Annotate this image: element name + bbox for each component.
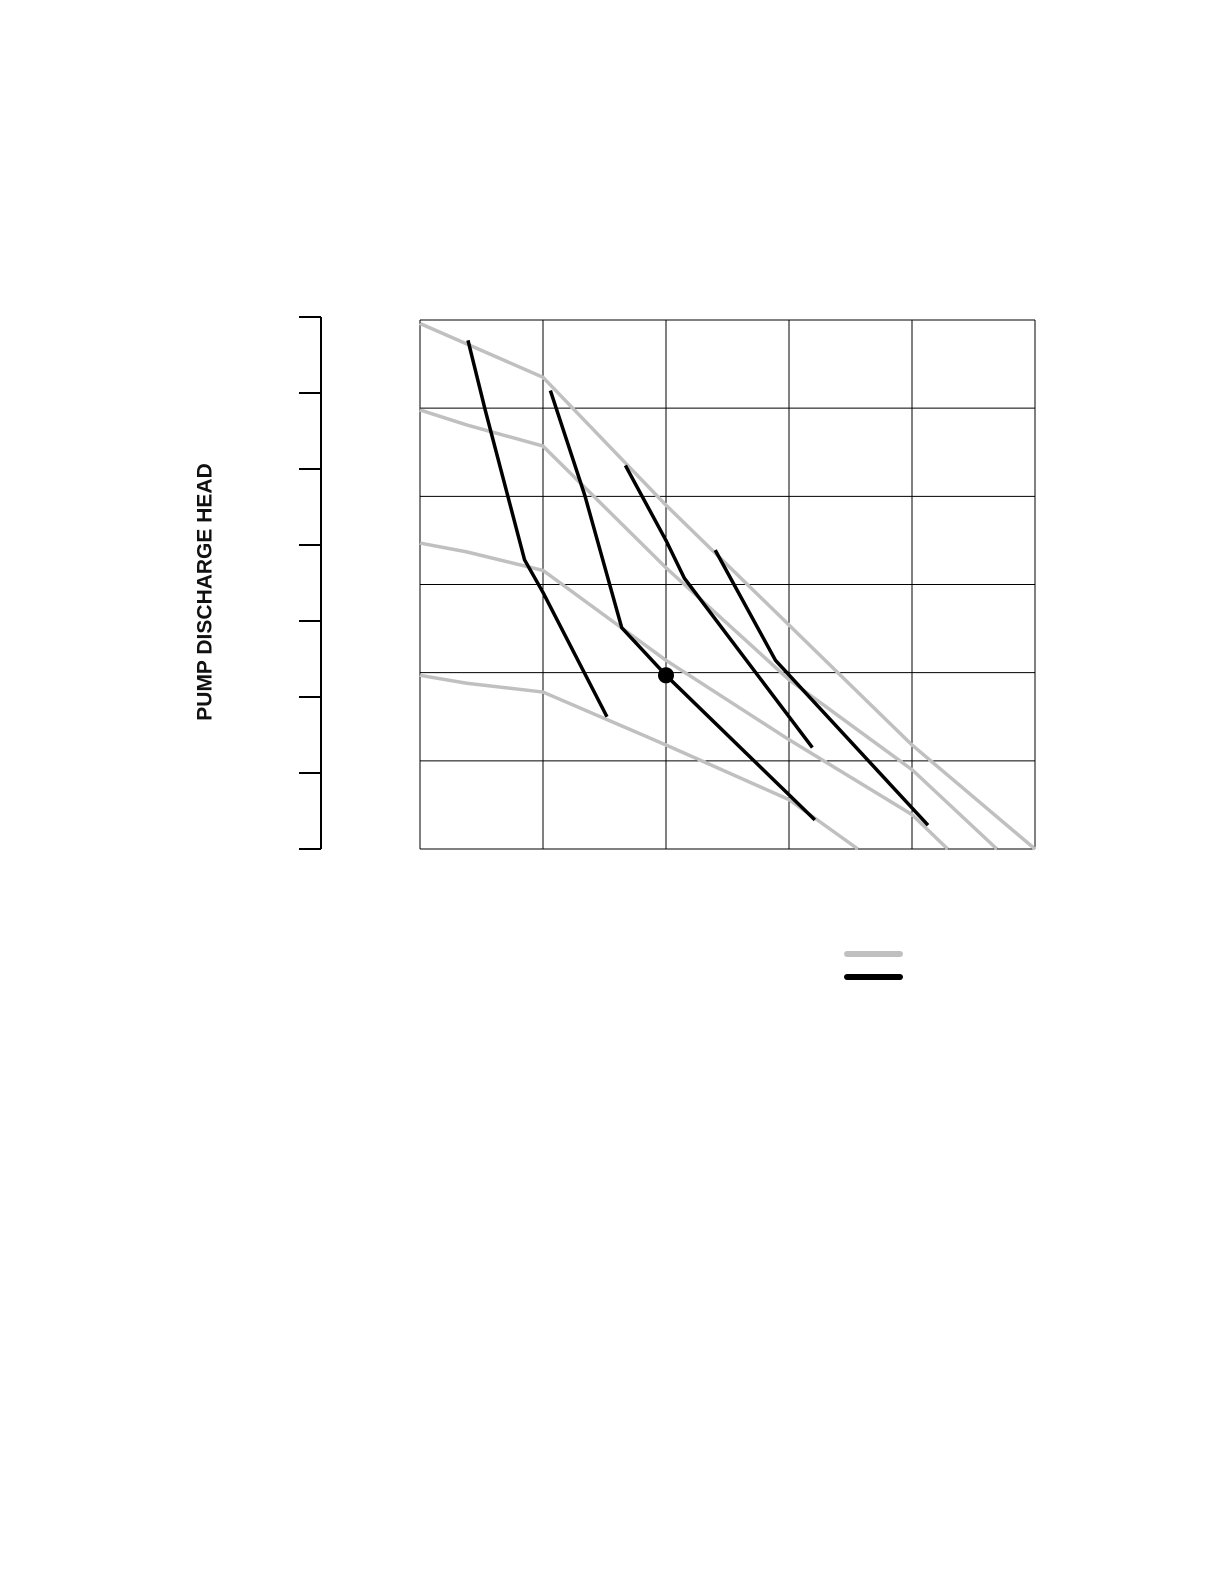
curve (419, 408, 999, 851)
curve (713, 549, 930, 827)
curve (419, 321, 1037, 851)
operating-point (658, 667, 674, 684)
curve (548, 389, 817, 822)
curve (466, 339, 609, 718)
curve (419, 541, 949, 851)
curve (419, 673, 859, 851)
curve (623, 464, 814, 749)
y-axis-label: PUMP DISCHARGE HEAD (194, 463, 217, 720)
